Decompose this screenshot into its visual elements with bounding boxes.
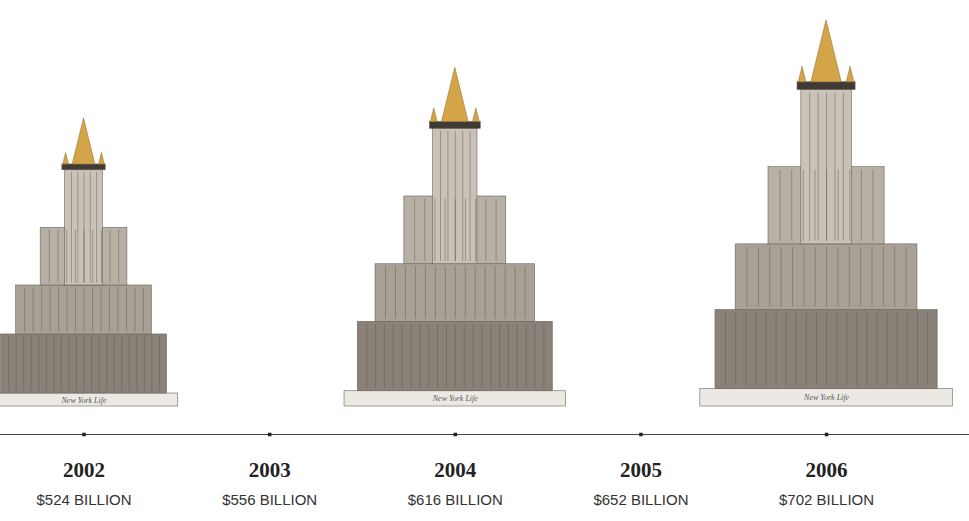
svg-text:New York Life: New York Life (803, 393, 849, 402)
svg-text:New York Life: New York Life (61, 396, 107, 405)
svg-text:2003: 2003 (249, 458, 291, 482)
svg-text:$556 BILLION: $556 BILLION (222, 491, 317, 508)
svg-text:$702 BILLION: $702 BILLION (779, 491, 874, 508)
svg-text:2005: 2005 (620, 458, 662, 482)
svg-text:New York Life: New York Life (432, 394, 478, 403)
svg-text:$652 BILLION: $652 BILLION (593, 491, 688, 508)
svg-text:$616 BILLION: $616 BILLION (408, 491, 503, 508)
svg-text:2006: 2006 (806, 458, 848, 482)
svg-text:2002: 2002 (63, 458, 105, 482)
svg-text:2004: 2004 (434, 458, 477, 482)
svg-text:$524 BILLION: $524 BILLION (37, 491, 132, 508)
